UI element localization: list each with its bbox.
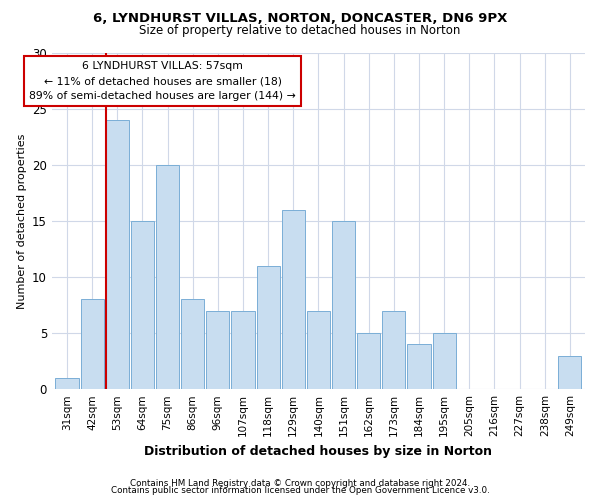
Text: Size of property relative to detached houses in Norton: Size of property relative to detached ho… <box>139 24 461 37</box>
Text: Contains public sector information licensed under the Open Government Licence v3: Contains public sector information licen… <box>110 486 490 495</box>
Bar <box>80 300 104 389</box>
Bar <box>232 310 254 389</box>
Text: Contains HM Land Registry data © Crown copyright and database right 2024.: Contains HM Land Registry data © Crown c… <box>130 478 470 488</box>
X-axis label: Distribution of detached houses by size in Norton: Distribution of detached houses by size … <box>145 444 493 458</box>
Text: 6 LYNDHURST VILLAS: 57sqm
← 11% of detached houses are smaller (18)
89% of semi-: 6 LYNDHURST VILLAS: 57sqm ← 11% of detac… <box>29 62 296 101</box>
Bar <box>181 300 204 389</box>
Bar <box>131 221 154 389</box>
Bar <box>433 333 456 389</box>
Bar <box>559 356 581 389</box>
Bar <box>382 310 406 389</box>
Text: 6, LYNDHURST VILLAS, NORTON, DONCASTER, DN6 9PX: 6, LYNDHURST VILLAS, NORTON, DONCASTER, … <box>93 12 507 26</box>
Bar <box>55 378 79 389</box>
Bar <box>357 333 380 389</box>
Bar <box>206 310 229 389</box>
Y-axis label: Number of detached properties: Number of detached properties <box>17 133 26 308</box>
Bar <box>257 266 280 389</box>
Bar <box>332 221 355 389</box>
Bar <box>156 164 179 389</box>
Bar <box>282 210 305 389</box>
Bar <box>307 310 330 389</box>
Bar <box>106 120 129 389</box>
Bar <box>407 344 431 389</box>
